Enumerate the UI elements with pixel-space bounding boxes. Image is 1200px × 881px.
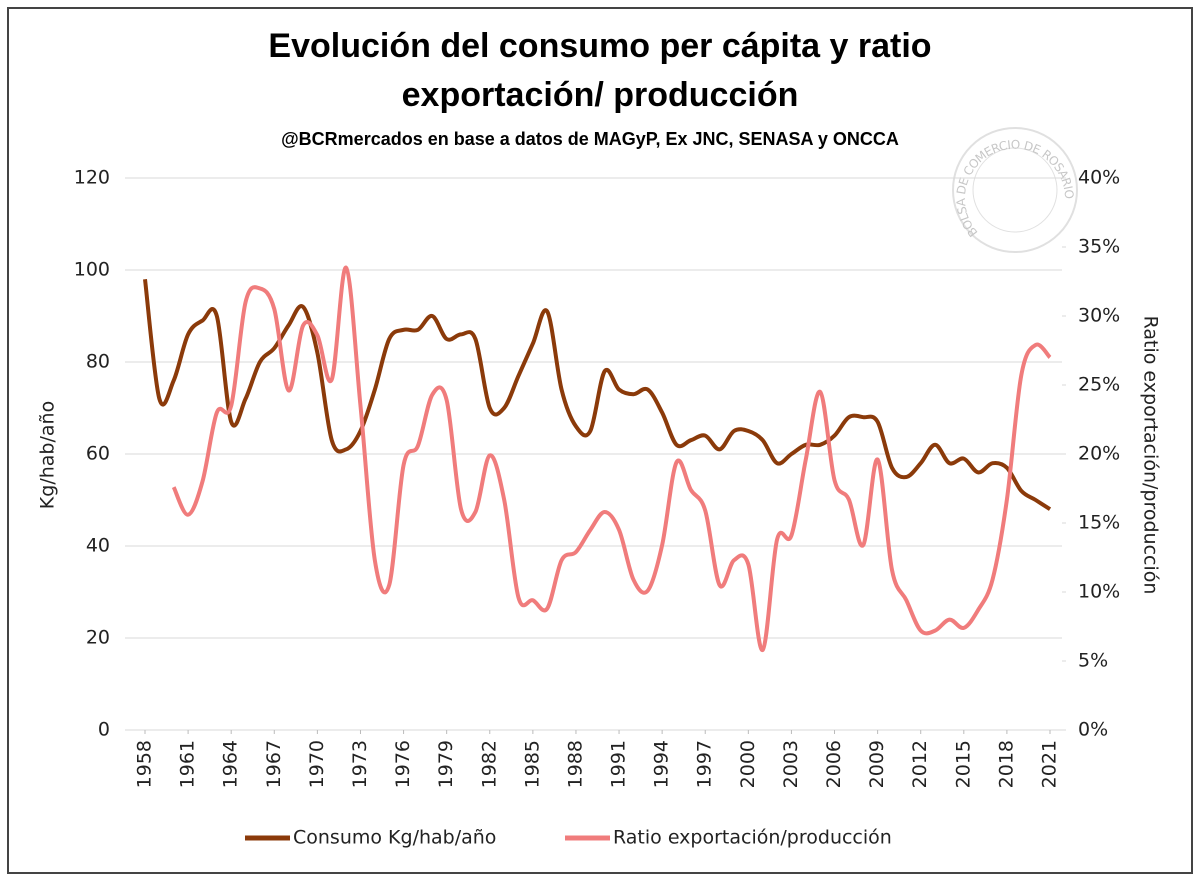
- y2-tick-label: 10%: [1078, 581, 1120, 603]
- y2-tick-label: 5%: [1078, 650, 1108, 672]
- x-tick-label: 1970: [306, 740, 328, 788]
- y-tick-label: 100: [74, 259, 110, 281]
- y2-tick-label: 20%: [1078, 443, 1120, 465]
- x-tick-label: 2003: [780, 740, 802, 788]
- x-tick-label: 1976: [392, 740, 414, 788]
- x-tick-label: 1991: [608, 740, 630, 788]
- x-tick-label: 1988: [564, 740, 586, 788]
- watermark-ring: [952, 127, 1078, 253]
- y-tick-label: 20: [86, 627, 110, 649]
- x-tick-label: 1994: [651, 740, 673, 788]
- y2-tick-label: 0%: [1078, 719, 1108, 741]
- x-tick-label: 2006: [823, 740, 845, 788]
- x-tick-label: 1973: [349, 740, 371, 788]
- y-tick-label: 120: [74, 167, 110, 189]
- x-tick-label: 1997: [694, 740, 716, 788]
- x-tick-label: 1964: [220, 740, 242, 788]
- x-tick-label: 1985: [521, 740, 543, 788]
- series-line: [171, 265, 1052, 652]
- x-tick-label: 2009: [866, 740, 888, 788]
- x-tick-label: 2015: [952, 740, 974, 788]
- y2-tick-label: 25%: [1078, 374, 1120, 396]
- y2-tick-label: 40%: [1078, 167, 1120, 189]
- y-tick-label: 0: [98, 719, 110, 741]
- y-tick-label: 40: [86, 535, 110, 557]
- x-tick-label: 1961: [177, 740, 199, 788]
- y2-tick-label: 35%: [1078, 236, 1120, 258]
- legend-label: Consumo Kg/hab/año: [293, 827, 496, 849]
- y2-tick-label: 30%: [1078, 305, 1120, 327]
- x-tick-label: 1979: [435, 740, 457, 788]
- x-tick-label: 2018: [995, 740, 1017, 788]
- y-tick-label: 60: [86, 443, 110, 465]
- y2-axis-label: Ratio exportación/producción: [1140, 316, 1162, 595]
- x-tick-label: 2012: [909, 740, 931, 788]
- x-tick-label: 1958: [134, 740, 156, 788]
- chart-title: exportación/ producción: [402, 76, 799, 114]
- series-line: [143, 278, 1052, 511]
- watermark-ring: [972, 147, 1058, 233]
- x-tick-label: 1967: [263, 740, 285, 788]
- y2-tick-label: 15%: [1078, 512, 1120, 534]
- chart-title: Evolución del consumo per cápita y ratio: [268, 27, 931, 65]
- chart-subtitle: @BCRmercados en base a datos de MAGyP, E…: [281, 129, 899, 149]
- x-tick-label: 2000: [737, 740, 759, 788]
- x-tick-label: 1982: [478, 740, 500, 788]
- x-tick-label: 2021: [1039, 740, 1061, 788]
- frame: [7, 7, 1193, 874]
- y-axis-label: Kg/hab/año: [37, 401, 59, 509]
- y-tick-label: 80: [86, 351, 110, 373]
- legend-label: Ratio exportación/producción: [613, 827, 892, 849]
